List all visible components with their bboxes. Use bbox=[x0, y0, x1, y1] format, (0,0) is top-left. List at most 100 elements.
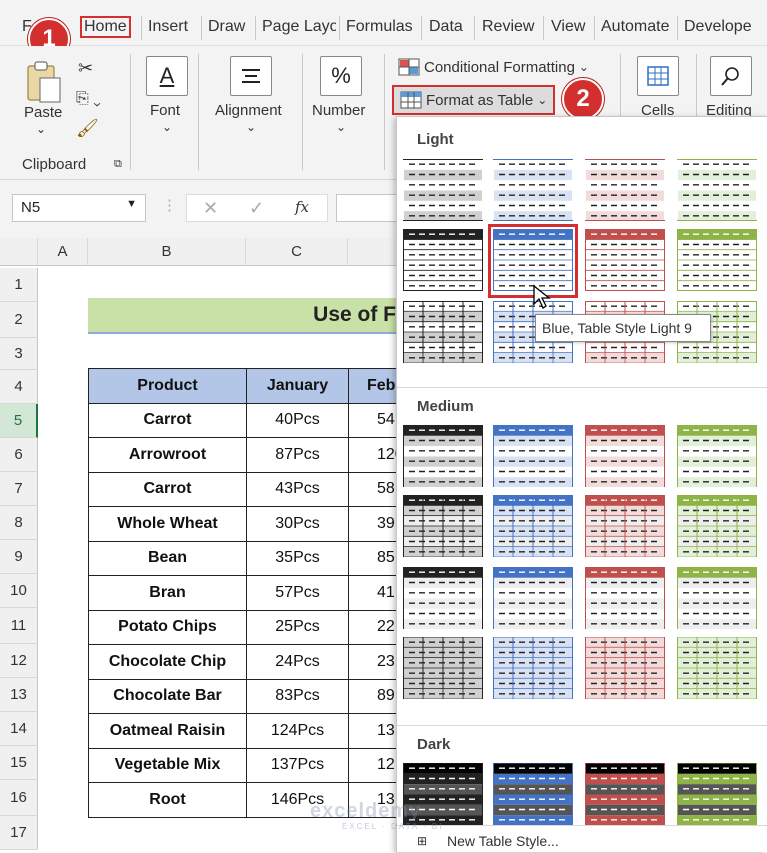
paste-button[interactable]: Paste bbox=[24, 104, 63, 121]
table-style-swatch-light1-black[interactable] bbox=[403, 159, 483, 223]
column-header-c[interactable]: C bbox=[246, 238, 348, 266]
copy-icon[interactable]: ⎘ ⌄ bbox=[76, 90, 101, 107]
search-icon[interactable] bbox=[710, 56, 752, 96]
column-header-d[interactable] bbox=[348, 238, 400, 266]
table-style-swatch-light1-blue[interactable] bbox=[493, 159, 573, 223]
tab-formulas[interactable]: Formulas bbox=[346, 18, 413, 35]
select-all-corner[interactable] bbox=[0, 238, 38, 266]
cancel-icon[interactable]: ✕ bbox=[203, 198, 219, 218]
table-style-swatch-light2-red[interactable] bbox=[585, 229, 665, 293]
table-style-swatch-med4-blue[interactable] bbox=[493, 637, 573, 701]
format-painter-icon[interactable]: 🖌 bbox=[76, 118, 99, 138]
paste-dropdown-icon[interactable]: ⌄ bbox=[36, 122, 47, 136]
chevron-down-icon[interactable]: ▼ bbox=[126, 198, 137, 210]
cells-button[interactable]: Cells bbox=[641, 102, 675, 119]
table-style-swatch-med2-black[interactable] bbox=[403, 495, 483, 559]
table-cell[interactable]: 43Pcs bbox=[246, 471, 349, 507]
table-style-swatch-med1-black[interactable] bbox=[403, 425, 483, 489]
table-style-swatch-med1-blue[interactable] bbox=[493, 425, 573, 489]
table-cell[interactable]: Whole Wheat bbox=[88, 506, 247, 542]
table-cell[interactable]: 120 bbox=[348, 437, 404, 473]
tab-file[interactable]: F bbox=[22, 18, 32, 35]
table-cell[interactable]: 58 bbox=[348, 471, 401, 507]
tab-home[interactable]: Home bbox=[80, 16, 131, 38]
tab-automate[interactable]: Automate bbox=[601, 18, 670, 35]
table-cell[interactable]: 30Pcs bbox=[246, 506, 349, 542]
row-header[interactable]: 17 bbox=[0, 816, 38, 850]
table-style-swatch-light2-black[interactable] bbox=[403, 229, 483, 293]
table-cell[interactable]: 146Pcs bbox=[246, 782, 349, 818]
table-style-swatch-dark1-red[interactable] bbox=[585, 763, 665, 827]
table-style-swatch-med3-black[interactable] bbox=[403, 567, 483, 631]
table-cell[interactable]: 13 bbox=[348, 782, 401, 818]
table-cell[interactable]: 89 bbox=[348, 678, 401, 714]
table-cell[interactable]: 12 bbox=[348, 747, 401, 783]
tab-developer[interactable]: Develope bbox=[684, 18, 752, 35]
row-header[interactable]: 12 bbox=[0, 644, 38, 678]
percent-icon[interactable]: % bbox=[320, 56, 362, 96]
row-header[interactable]: 5 bbox=[0, 404, 38, 438]
paste-icon[interactable] bbox=[24, 60, 62, 106]
table-cell[interactable]: Chocolate Chip bbox=[88, 644, 247, 680]
table-cell[interactable]: 39 bbox=[348, 506, 401, 542]
table-style-swatch-med2-blue[interactable] bbox=[493, 495, 573, 559]
name-box[interactable]: N5 ▼ bbox=[12, 194, 146, 222]
row-header[interactable]: 6 bbox=[0, 438, 38, 472]
table-cell[interactable]: 23 bbox=[348, 644, 401, 680]
table-style-swatch-med4-red[interactable] bbox=[585, 637, 665, 701]
table-style-swatch-light1-green[interactable] bbox=[677, 159, 757, 223]
row-header[interactable]: 3 bbox=[0, 338, 38, 370]
formula-input[interactable] bbox=[336, 194, 400, 222]
tab-insert[interactable]: Insert bbox=[148, 18, 189, 35]
tab-view[interactable]: View bbox=[551, 18, 586, 35]
row-header[interactable]: 16 bbox=[0, 780, 38, 816]
table-style-swatch-dark1-blue[interactable] bbox=[493, 763, 573, 827]
table-header-cell[interactable]: Feb bbox=[348, 368, 401, 404]
row-header[interactable]: 10 bbox=[0, 574, 38, 608]
table-style-swatch-med1-green[interactable] bbox=[677, 425, 757, 489]
table-style-swatch-light2-blue[interactable] bbox=[488, 224, 578, 298]
table-cell[interactable]: 54 bbox=[348, 402, 401, 438]
table-style-swatch-light3-black[interactable] bbox=[403, 301, 483, 365]
table-cell[interactable]: 22 bbox=[348, 609, 401, 645]
tab-data[interactable]: Data bbox=[429, 18, 463, 35]
row-header[interactable]: 4 bbox=[0, 370, 38, 404]
row-header[interactable]: 14 bbox=[0, 712, 38, 746]
cells-icon[interactable] bbox=[637, 56, 679, 96]
table-style-swatch-light1-red[interactable] bbox=[585, 159, 665, 223]
table-style-swatch-dark1-green[interactable] bbox=[677, 763, 757, 827]
row-header[interactable]: 1 bbox=[0, 268, 38, 302]
row-header[interactable]: 2 bbox=[0, 302, 38, 338]
table-cell[interactable]: 83Pcs bbox=[246, 678, 349, 714]
format-as-table-button[interactable]: Format as Table ⌄ bbox=[392, 85, 556, 115]
table-style-swatch-med2-red[interactable] bbox=[585, 495, 665, 559]
clipboard-launcher-icon[interactable]: ⧉ bbox=[114, 158, 122, 170]
column-header-b[interactable]: B bbox=[88, 238, 246, 266]
row-header[interactable]: 15 bbox=[0, 746, 38, 780]
table-cell[interactable]: Vegetable Mix bbox=[88, 747, 247, 783]
confirm-icon[interactable]: ✓ bbox=[249, 198, 265, 218]
table-style-swatch-med4-black[interactable] bbox=[403, 637, 483, 701]
table-cell[interactable]: Oatmeal Raisin bbox=[88, 713, 247, 749]
table-cell[interactable]: 40Pcs bbox=[246, 402, 349, 438]
alignment-icon[interactable] bbox=[230, 56, 272, 96]
table-style-swatch-med2-green[interactable] bbox=[677, 495, 757, 559]
table-style-swatch-med1-red[interactable] bbox=[585, 425, 665, 489]
table-style-swatch-med3-red[interactable] bbox=[585, 567, 665, 631]
table-cell[interactable]: Potato Chips bbox=[88, 609, 247, 645]
tab-page-layout[interactable]: Page Layo bbox=[262, 18, 336, 35]
table-cell[interactable]: Carrot bbox=[88, 471, 247, 507]
cut-icon[interactable]: ✂ bbox=[78, 58, 94, 78]
column-header-a[interactable]: A bbox=[38, 238, 88, 266]
editing-button[interactable]: Editing bbox=[706, 102, 752, 119]
table-cell[interactable]: 137Pcs bbox=[246, 747, 349, 783]
number-button[interactable]: Number bbox=[312, 102, 366, 119]
new-table-style-item[interactable]: ⊞ New Table Style... bbox=[397, 825, 767, 853]
conditional-formatting-button[interactable]: Conditional Formatting ⌄ bbox=[398, 58, 589, 76]
font-icon[interactable]: A bbox=[146, 56, 188, 96]
table-cell[interactable]: Bean bbox=[88, 540, 247, 576]
table-style-swatch-light2-green[interactable] bbox=[677, 229, 757, 293]
table-cell[interactable]: 25Pcs bbox=[246, 609, 349, 645]
tab-review[interactable]: Review bbox=[482, 18, 535, 35]
table-cell[interactable]: Bran bbox=[88, 575, 247, 611]
